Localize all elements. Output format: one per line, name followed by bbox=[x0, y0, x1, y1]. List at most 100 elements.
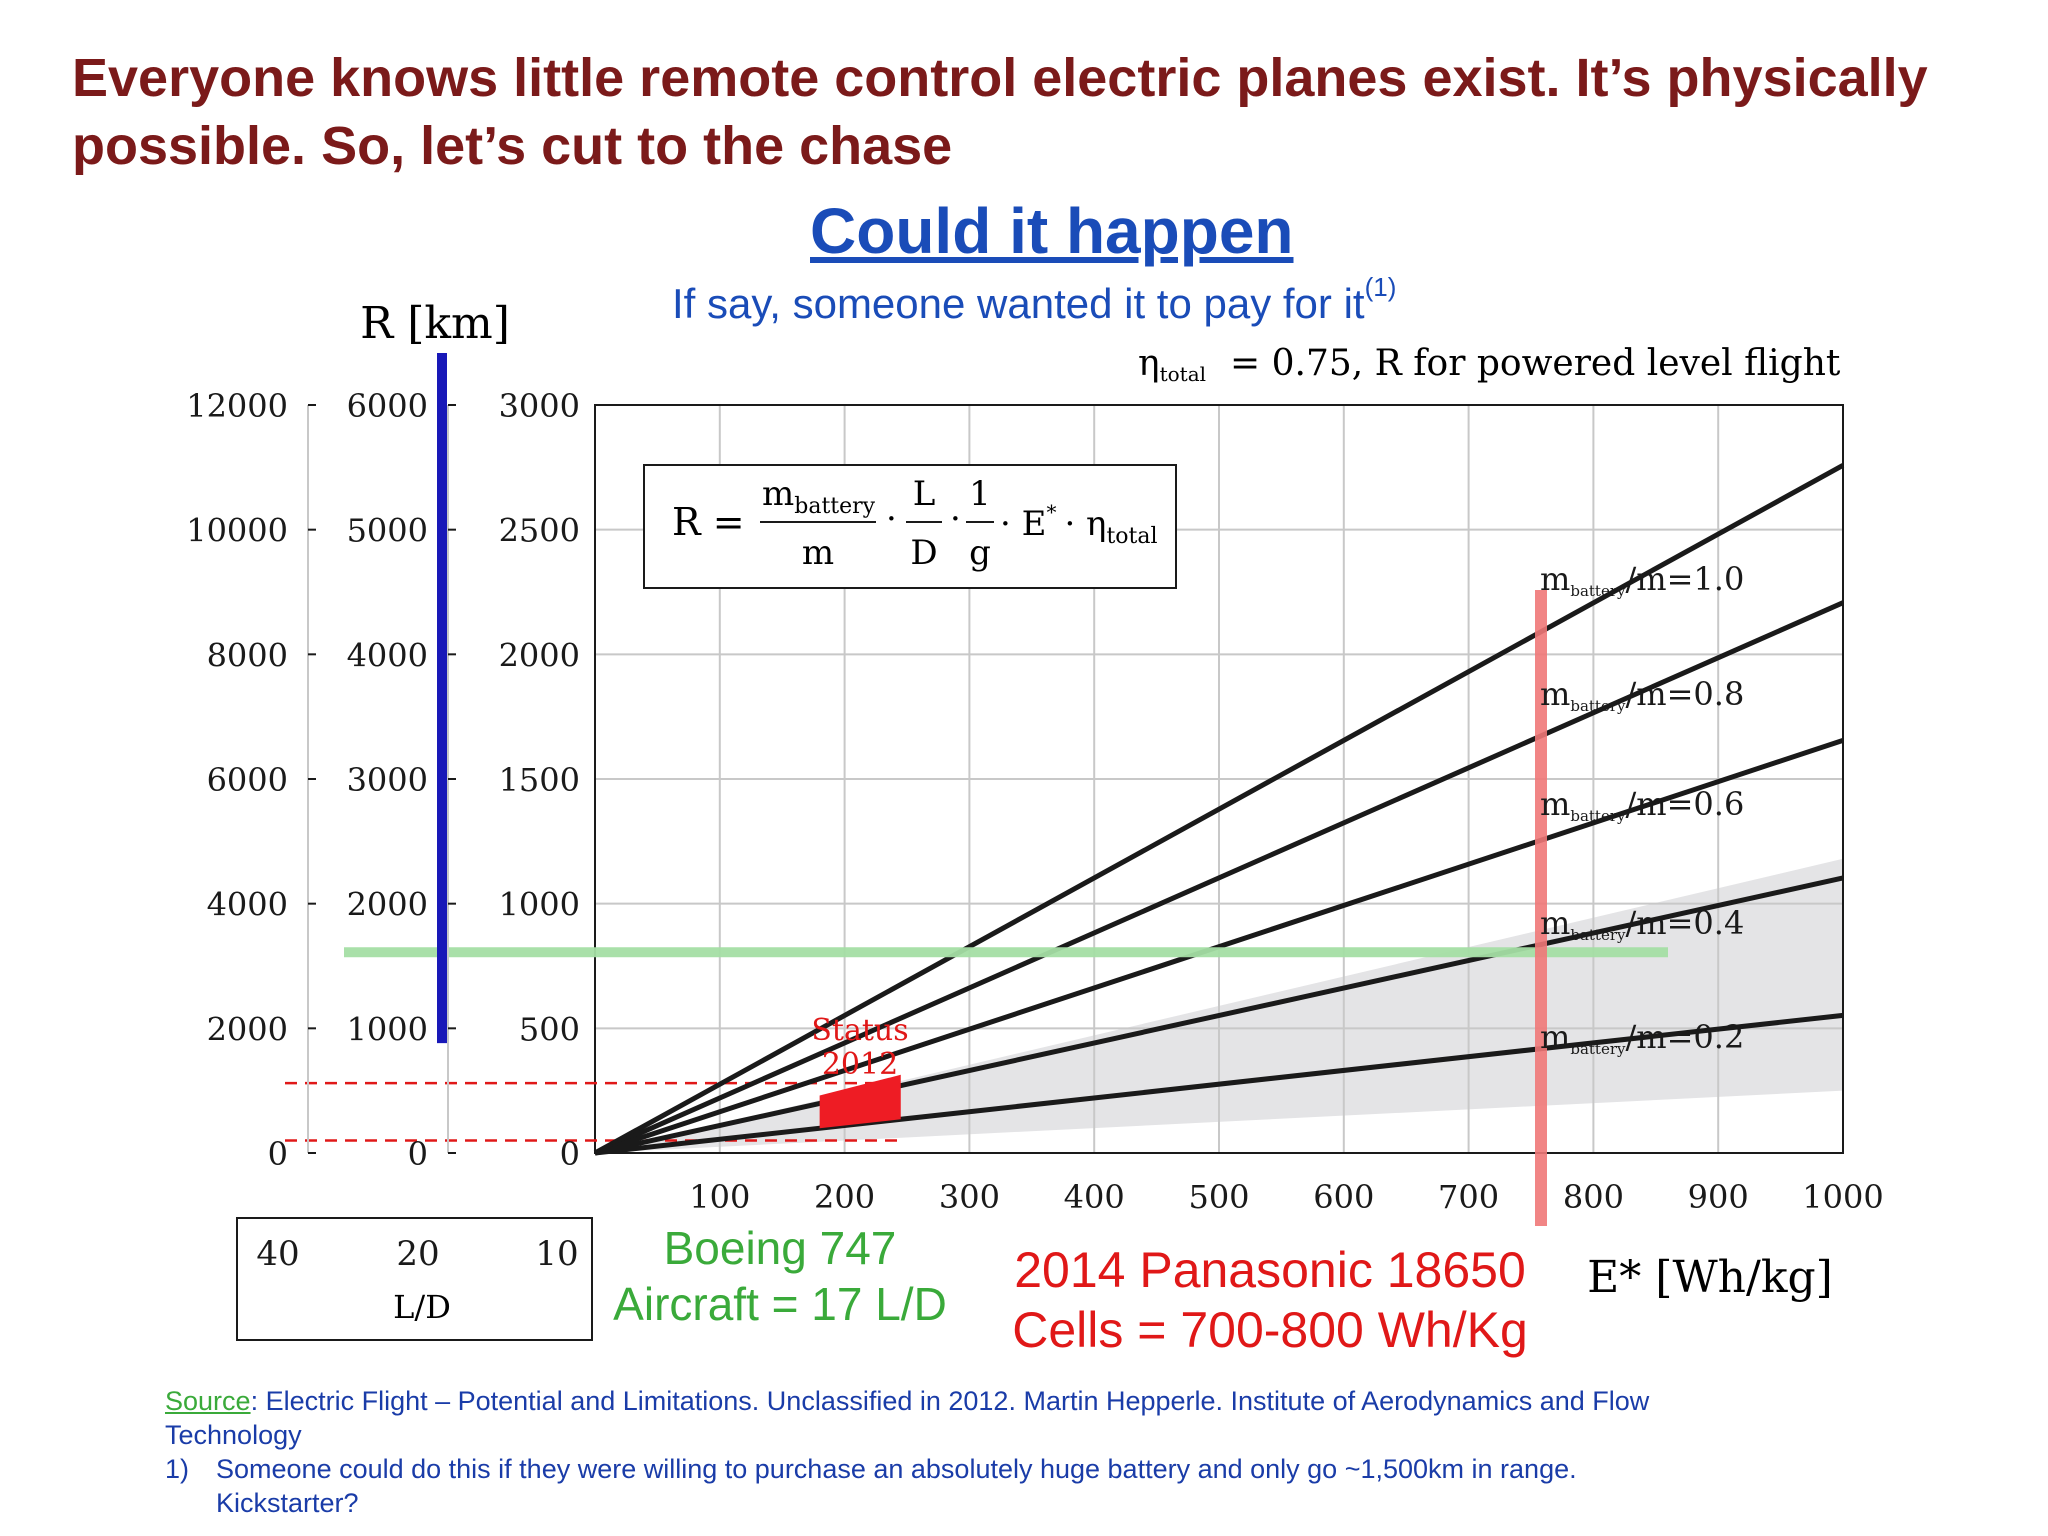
x-tick-label-9: 1000 bbox=[1802, 1178, 1883, 1216]
x-tick-label-0: 100 bbox=[689, 1178, 750, 1216]
shaded-band bbox=[595, 858, 1843, 1153]
formula-eta: · η bbox=[1064, 504, 1106, 544]
series-label-sub-4: battery bbox=[1570, 1040, 1626, 1058]
battery-note: 2014 Panasonic 18650 Cells = 700-800 Wh/… bbox=[990, 1240, 1550, 1360]
y-tick-label-1-3: 3000 bbox=[347, 761, 428, 799]
dashed-reference-lines bbox=[285, 1081, 901, 1142]
x-tick-labels: 100 200 300 400 500 600 700 800 900 1000 bbox=[689, 1178, 1883, 1216]
y-tick-label-2-2: 1000 bbox=[499, 886, 580, 924]
series-label-tail-0: /m=1.0 bbox=[1625, 560, 1744, 598]
battery-note-line2: Cells = 700-800 Wh/Kg bbox=[1012, 1302, 1528, 1358]
series-label-tail-2: /m=0.6 bbox=[1625, 785, 1744, 823]
y-tick-label-1-2: 2000 bbox=[347, 886, 428, 924]
formula-energy: · E bbox=[1000, 504, 1046, 544]
series-label-main-3: m bbox=[1540, 904, 1570, 942]
y-tick-label-1-1: 1000 bbox=[347, 1010, 428, 1048]
x-tick-label-2: 300 bbox=[939, 1178, 1000, 1216]
plot-frame bbox=[594, 404, 1844, 1154]
series-line-1 bbox=[593, 600, 1845, 1156]
formula-dot2: · bbox=[950, 499, 961, 539]
footnote-text: Someone could do this if they were willi… bbox=[216, 1454, 1577, 1518]
formula-lhs: R = bbox=[672, 500, 745, 544]
battery-note-line1: 2014 Panasonic 18650 bbox=[1014, 1242, 1526, 1298]
formula-frac1-num: mbattery bbox=[762, 474, 876, 519]
series-label-tail-3: /m=0.4 bbox=[1625, 904, 1744, 942]
y-tick-label-1-4: 4000 bbox=[347, 636, 428, 674]
series-label-main-1: m bbox=[1540, 675, 1570, 713]
source-line: Source: Electric Flight – Potential and … bbox=[165, 1384, 1705, 1452]
y-tick-label-2-4: 2000 bbox=[499, 636, 580, 674]
y-tick-label-1-6: 6000 bbox=[347, 387, 428, 425]
y-tick-label-2-6: 3000 bbox=[499, 387, 580, 425]
series-label-sub-0: battery bbox=[1570, 582, 1626, 600]
y-tick-label-2-1: 500 bbox=[519, 1010, 580, 1048]
series-labels: mbattery/m=1.0mbattery/m=0.8mbattery/m=0… bbox=[1540, 560, 1744, 1058]
x-tick-label-8: 900 bbox=[1688, 1178, 1749, 1216]
series-label-tail-1: /m=0.8 bbox=[1625, 675, 1744, 713]
ld-values: 40 20 10 bbox=[256, 1234, 578, 1274]
formula-frac3-num: 1 bbox=[969, 474, 991, 514]
ld-value-1: 20 bbox=[396, 1234, 439, 1274]
ld-label: L/D bbox=[393, 1288, 451, 1326]
series-line-2 bbox=[594, 737, 1844, 1156]
footer: Source: Electric Flight – Potential and … bbox=[165, 1384, 1705, 1520]
formula-frac1-num-sub: battery bbox=[794, 494, 875, 519]
series-line-4 bbox=[594, 1012, 1844, 1156]
series-line-0 bbox=[593, 463, 1845, 1156]
series-label-main-2: m bbox=[1540, 785, 1570, 823]
condition-text: = 0.75, R for powered level flight bbox=[1230, 343, 1841, 384]
y-tick-label-2-3: 1500 bbox=[499, 761, 580, 799]
series-label-0: mbattery/m=1.0 bbox=[1540, 560, 1744, 600]
subtitle: If say, someone wanted it to pay for it(… bbox=[672, 272, 1572, 328]
ld-box: 40 20 10 L/D bbox=[236, 1217, 593, 1341]
formula-tail: · E* · ηtotal bbox=[1000, 500, 1158, 549]
y-tick-label-0-4: 8000 bbox=[207, 636, 288, 674]
x-tick-label-5: 600 bbox=[1313, 1178, 1374, 1216]
boeing-note: Boeing 747 Aircraft = 17 L/D bbox=[590, 1220, 970, 1332]
source-text: : Electric Flight – Potential and Limita… bbox=[165, 1386, 1650, 1450]
series-label-tail-4: /m=0.2 bbox=[1625, 1018, 1744, 1056]
series-line-3 bbox=[594, 875, 1844, 1156]
formula-frac3-den: g bbox=[969, 533, 991, 573]
x-tick-label-6: 700 bbox=[1438, 1178, 1499, 1216]
axis-header: R [km] bbox=[360, 298, 510, 349]
y-tick-label-0-1: 2000 bbox=[207, 1010, 288, 1048]
y-tick-label-2-5: 2500 bbox=[499, 512, 580, 550]
y-tick-label-0-5: 10000 bbox=[186, 512, 288, 550]
boeing-note-line2: Aircraft = 17 L/D bbox=[613, 1278, 947, 1330]
status-2012-region bbox=[819, 1074, 901, 1129]
footnote-number: 1) bbox=[165, 1454, 190, 1484]
formula-energy-sup: * bbox=[1046, 500, 1056, 524]
series-label-main-0: m bbox=[1540, 560, 1570, 598]
x-tick-label-7: 800 bbox=[1563, 1178, 1624, 1216]
y-axes: 0200040006000800010000120000100020003000… bbox=[186, 387, 580, 1173]
ld-value-2: 10 bbox=[535, 1234, 578, 1274]
series-label-sub-1: battery bbox=[1570, 697, 1626, 715]
status-label-line2: 2012 bbox=[822, 1047, 898, 1082]
y-tick-label-0-3: 6000 bbox=[207, 761, 288, 799]
boeing-note-line1: Boeing 747 bbox=[663, 1222, 897, 1274]
series-label-4: mbattery/m=0.2 bbox=[1540, 1018, 1744, 1058]
series-lines bbox=[593, 463, 1845, 1156]
series-label-sub-2: battery bbox=[1570, 807, 1626, 825]
y-tick-label-1-5: 5000 bbox=[347, 512, 428, 550]
x-tick-label-3: 400 bbox=[1064, 1178, 1125, 1216]
ld-value-0: 40 bbox=[256, 1234, 299, 1274]
formula-box: R = mbattery m · L D · 1 g · E* · ηtotal bbox=[643, 464, 1177, 589]
formula-frac2-den: D bbox=[910, 533, 937, 573]
x-tick-label-4: 500 bbox=[1188, 1178, 1249, 1216]
series-label-2: mbattery/m=0.6 bbox=[1540, 785, 1744, 825]
formula-dot1: · bbox=[886, 499, 897, 539]
ld-frame bbox=[236, 1217, 593, 1341]
y-tick-label-1-0: 0 bbox=[408, 1135, 428, 1173]
condition-label: ηtotal = 0.75, R for powered level flight bbox=[1138, 343, 1841, 386]
series-label-3: mbattery/m=0.4 bbox=[1540, 904, 1744, 944]
formula-eta-sub: total bbox=[1106, 524, 1157, 549]
condition-symbol: η bbox=[1138, 343, 1160, 384]
y-tick-label-2-0: 0 bbox=[560, 1135, 580, 1173]
main-title: Could it happen bbox=[810, 195, 1294, 267]
formula-frac2-num: L bbox=[913, 474, 936, 514]
source-link[interactable]: Source bbox=[165, 1386, 251, 1416]
y-tick-label-0-0: 0 bbox=[268, 1135, 288, 1173]
